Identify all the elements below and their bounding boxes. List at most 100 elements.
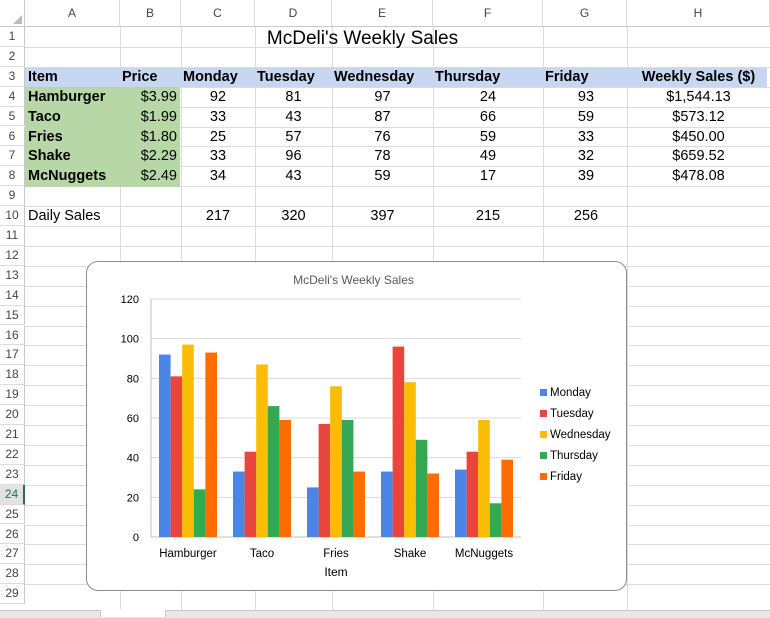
day-value-cell[interactable]: 34: [209, 168, 227, 185]
day-value-cell[interactable]: 33: [209, 148, 227, 165]
bar-taco-thursday[interactable]: [267, 406, 280, 537]
daily-total-cell[interactable]: 256: [573, 208, 599, 225]
select-all-corner[interactable]: [0, 0, 25, 27]
day-value-cell[interactable]: 76: [374, 128, 391, 145]
row-header-26[interactable]: 26: [0, 524, 25, 545]
row-header-13[interactable]: 13: [0, 265, 25, 286]
day-value-cell[interactable]: 96: [285, 148, 302, 165]
bar-mcnuggets-wednesday[interactable]: [478, 419, 490, 537]
row-header-14[interactable]: 14: [0, 285, 25, 306]
bar-taco-wednesday[interactable]: [256, 364, 268, 537]
column-header-g[interactable]: G: [543, 0, 627, 27]
row-header-9[interactable]: 9: [0, 186, 25, 207]
bar-taco-tuesday[interactable]: [244, 451, 257, 537]
daily-total-cell[interactable]: 217: [205, 208, 231, 225]
row-header-7[interactable]: 7: [0, 146, 25, 167]
bar-fries-wednesday[interactable]: [330, 386, 342, 537]
row-header-24[interactable]: 24: [0, 484, 25, 505]
column-header-h[interactable]: H: [627, 0, 770, 27]
sales-chart[interactable]: McDeli's Weekly Sales 0 20 40 60 80 100 120 Hamb…: [86, 261, 627, 591]
column-header-d[interactable]: D: [255, 0, 332, 27]
row-header-21[interactable]: 21: [0, 425, 25, 445]
bar-mcnuggets-tuesday[interactable]: [466, 451, 479, 537]
sheet-tab[interactable]: [100, 610, 166, 617]
bar-mcnuggets-friday[interactable]: [501, 459, 513, 537]
price-cell[interactable]: $1.80: [140, 128, 177, 145]
row-header-2[interactable]: 2: [0, 46, 25, 67]
column-header-a[interactable]: A: [25, 0, 120, 27]
daily-sales-label-cell[interactable]: Daily Sales: [28, 208, 101, 225]
day-value-cell[interactable]: 97: [374, 88, 391, 105]
sheet-title-cell[interactable]: McDeli's Weekly Sales: [266, 28, 459, 49]
row-header-28[interactable]: 28: [0, 564, 25, 585]
price-cell[interactable]: $2.49: [140, 168, 177, 185]
day-value-cell[interactable]: 81: [285, 88, 302, 105]
day-value-cell[interactable]: 49: [479, 148, 497, 165]
header-cell[interactable]: Item: [28, 68, 58, 85]
bar-mcnuggets-thursday[interactable]: [489, 503, 502, 537]
bar-fries-friday[interactable]: [353, 471, 365, 537]
bar-hamburger-wednesday[interactable]: [182, 344, 194, 537]
row-header-10[interactable]: 10: [0, 206, 25, 226]
bar-taco-friday[interactable]: [279, 419, 291, 537]
row-header-3[interactable]: 3: [0, 66, 25, 87]
item-cell[interactable]: Hamburger: [28, 88, 106, 105]
row-header-12[interactable]: 12: [0, 245, 25, 266]
row-header-1[interactable]: 1: [0, 27, 25, 47]
day-value-cell[interactable]: 39: [577, 168, 595, 185]
weekly-sales-cell[interactable]: $659.52: [672, 148, 725, 165]
daily-total-cell[interactable]: 215: [475, 208, 501, 225]
bar-shake-wednesday[interactable]: [404, 382, 416, 537]
day-value-cell[interactable]: 87: [374, 108, 391, 125]
price-cell[interactable]: $2.29: [140, 148, 177, 165]
row-header-11[interactable]: 11: [0, 226, 25, 246]
day-value-cell[interactable]: 59: [479, 128, 497, 145]
row-header-16[interactable]: 16: [0, 325, 25, 346]
day-value-cell[interactable]: 57: [285, 128, 302, 145]
row-header-8[interactable]: 8: [0, 166, 25, 187]
bar-shake-monday[interactable]: [381, 471, 393, 537]
row-header-5[interactable]: 5: [0, 106, 25, 127]
day-value-cell[interactable]: 43: [285, 108, 302, 125]
bar-hamburger-thursday[interactable]: [193, 489, 206, 537]
row-header-20[interactable]: 20: [0, 405, 25, 425]
weekly-sales-cell[interactable]: $450.00: [672, 128, 725, 145]
day-value-cell[interactable]: 33: [577, 128, 595, 145]
bar-hamburger-monday[interactable]: [159, 354, 171, 537]
day-value-cell[interactable]: 66: [479, 108, 497, 125]
row-header-23[interactable]: 23: [0, 464, 25, 485]
day-value-cell[interactable]: 25: [209, 128, 227, 145]
bar-fries-monday[interactable]: [307, 487, 319, 537]
bar-mcnuggets-monday[interactable]: [455, 469, 467, 537]
column-header-c[interactable]: C: [181, 0, 255, 27]
row-header-15[interactable]: 15: [0, 305, 25, 326]
day-value-cell[interactable]: 59: [374, 168, 391, 185]
bar-shake-friday[interactable]: [427, 473, 439, 537]
bar-fries-thursday[interactable]: [341, 419, 354, 537]
day-value-cell[interactable]: 17: [479, 168, 497, 185]
header-cell[interactable]: Price: [122, 68, 158, 85]
header-cell[interactable]: Thursday: [435, 68, 501, 85]
row-header-4[interactable]: 4: [0, 86, 25, 107]
column-header-f[interactable]: F: [433, 0, 543, 27]
row-header-22[interactable]: 22: [0, 444, 25, 465]
bar-shake-thursday[interactable]: [415, 439, 428, 537]
header-cell[interactable]: Friday: [545, 68, 589, 85]
day-value-cell[interactable]: 93: [577, 88, 595, 105]
day-value-cell[interactable]: 32: [577, 148, 595, 165]
price-cell[interactable]: $3.99: [140, 88, 177, 105]
bar-shake-tuesday[interactable]: [392, 346, 405, 537]
weekly-sales-cell[interactable]: $573.12: [672, 108, 725, 125]
day-value-cell[interactable]: 33: [209, 108, 227, 125]
day-value-cell[interactable]: 43: [285, 168, 302, 185]
weekly-sales-cell[interactable]: $478.08: [672, 168, 725, 185]
row-header-19[interactable]: 19: [0, 385, 25, 406]
weekly-sales-cell[interactable]: $1,544.13: [666, 88, 731, 105]
price-cell[interactable]: $1.99: [140, 108, 177, 125]
row-header-17[interactable]: 17: [0, 345, 25, 366]
daily-total-cell[interactable]: 320: [281, 208, 306, 225]
header-cell[interactable]: Weekly Sales ($): [641, 68, 756, 85]
row-header-27[interactable]: 27: [0, 544, 25, 565]
header-cell[interactable]: Wednesday: [334, 68, 415, 85]
bar-taco-monday[interactable]: [233, 471, 245, 537]
